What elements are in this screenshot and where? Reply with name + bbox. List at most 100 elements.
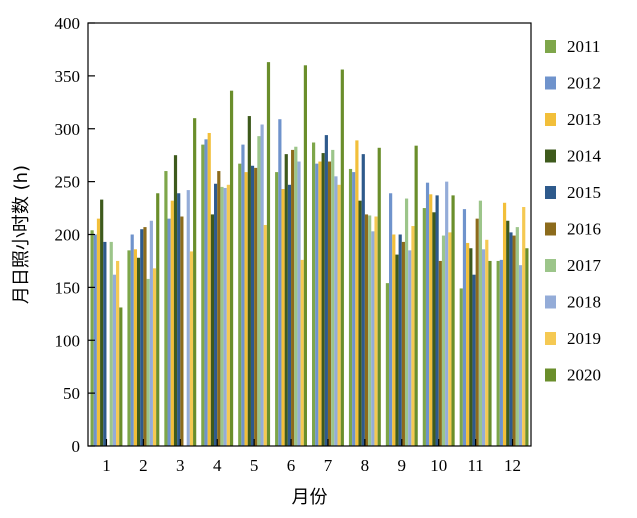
bar-2013-4 (207, 132, 211, 447)
bar-2014-9 (395, 254, 399, 446)
bar-2011-12 (496, 260, 500, 446)
x-tick-label: 2 (139, 456, 148, 475)
bar-2020-5 (266, 62, 271, 446)
y-tick-label: 0 (72, 437, 81, 456)
bar-2018-6 (297, 161, 301, 446)
x-tick-label: 7 (324, 456, 333, 475)
x-tick-label: 12 (504, 456, 521, 475)
bar-2014-11 (469, 248, 473, 446)
y-axis-title: 月日照小时数 (h) (11, 165, 32, 304)
bar-2019-5 (263, 224, 267, 446)
bar-2012-1 (93, 234, 97, 446)
bar-2016-4 (217, 171, 221, 447)
bar-2012-7 (315, 163, 319, 446)
bar-2018-8 (371, 231, 375, 446)
bar-2014-5 (247, 116, 251, 446)
x-tick-label: 9 (398, 456, 407, 475)
bar-2017-2 (146, 278, 150, 446)
bar-2020-9 (414, 145, 418, 447)
bar-2016-11 (475, 218, 479, 446)
legend-label-2016: 2016 (567, 220, 601, 239)
bar-2017-1 (109, 241, 113, 446)
bars-layer (90, 62, 529, 447)
bar-2015-3 (177, 193, 181, 446)
bar-2013-5 (244, 172, 248, 447)
bar-2016-5 (254, 167, 258, 446)
y-tick-label: 100 (55, 331, 81, 350)
legend-swatch-2020 (545, 368, 556, 382)
bar-2012-5 (241, 144, 245, 447)
bar-2017-12 (515, 227, 519, 446)
bar-2011-11 (459, 288, 463, 446)
bar-2017-6 (294, 146, 298, 447)
legend-label-2012: 2012 (567, 74, 601, 93)
bar-2018-5 (260, 124, 264, 447)
bar-2018-3 (186, 190, 190, 446)
x-tick-label: 6 (287, 456, 296, 475)
bar-2015-10 (435, 195, 439, 446)
bar-2019-9 (411, 226, 415, 446)
bar-2016-6 (291, 149, 295, 446)
bar-2017-8 (368, 215, 372, 446)
bar-2020-7 (340, 69, 344, 446)
bar-2016-9 (401, 241, 405, 446)
bar-2017-10 (441, 235, 446, 446)
bar-2016-2 (143, 227, 147, 446)
bar-2011-10 (422, 208, 426, 446)
bar-2012-8 (352, 172, 356, 447)
bar-2013-9 (392, 234, 396, 446)
y-tick-label: 200 (55, 226, 81, 245)
bar-2012-4 (204, 139, 208, 446)
bar-2018-11 (482, 249, 486, 446)
y-tick-label: 400 (55, 14, 81, 33)
bar-2013-3 (170, 200, 174, 446)
bar-2019-7 (337, 184, 341, 447)
bar-2017-4 (220, 186, 224, 446)
bar-2014-3 (173, 155, 178, 446)
x-axis-title: 月份 (292, 487, 328, 508)
bar-2016-3 (180, 216, 184, 446)
legend-swatch-2011 (545, 40, 556, 53)
bar-2011-5 (238, 163, 242, 446)
bar-2015-9 (398, 234, 402, 446)
legend-label-2019: 2019 (567, 329, 601, 348)
legend-swatch-2019 (545, 332, 556, 345)
bar-2015-8 (361, 154, 365, 446)
y-tick-label: 350 (55, 67, 81, 86)
bar-2011-4 (201, 144, 205, 447)
bar-2019-2 (152, 268, 157, 446)
bar-2020-4 (229, 90, 234, 447)
bar-2012-2 (130, 234, 134, 446)
bar-2012-9 (389, 193, 393, 446)
bar-2013-12 (502, 202, 507, 446)
bar-2018-7 (334, 176, 338, 446)
legend-label-2020: 2020 (567, 366, 601, 385)
bar-2019-12 (522, 207, 526, 446)
legend-label-2017: 2017 (567, 256, 602, 275)
bar-2018-1 (112, 274, 117, 446)
bar-2019-10 (448, 232, 452, 446)
bar-2016-10 (438, 260, 442, 446)
bar-2013-6 (281, 189, 285, 446)
bar-2020-11 (488, 260, 492, 446)
bar-2020-3 (193, 118, 197, 447)
bar-2014-7 (321, 153, 325, 446)
bar-2012-3 (167, 218, 171, 446)
bar-2011-9 (385, 283, 390, 446)
bar-2020-2 (156, 193, 160, 446)
x-tick-label: 4 (213, 456, 222, 475)
y-tick-label: 300 (55, 120, 81, 139)
x-tick-label: 11 (467, 456, 483, 475)
bar-2019-1 (116, 260, 120, 446)
bar-2019-11 (485, 239, 489, 446)
bar-2015-2 (140, 229, 144, 446)
bar-2013-2 (133, 249, 137, 446)
legend-swatch-2014 (545, 149, 556, 163)
bar-2012-11 (462, 209, 467, 446)
bar-2020-6 (303, 65, 307, 447)
bar-2015-6 (287, 184, 292, 447)
bar-2015-4 (214, 183, 218, 447)
bar-2013-1 (96, 218, 101, 446)
